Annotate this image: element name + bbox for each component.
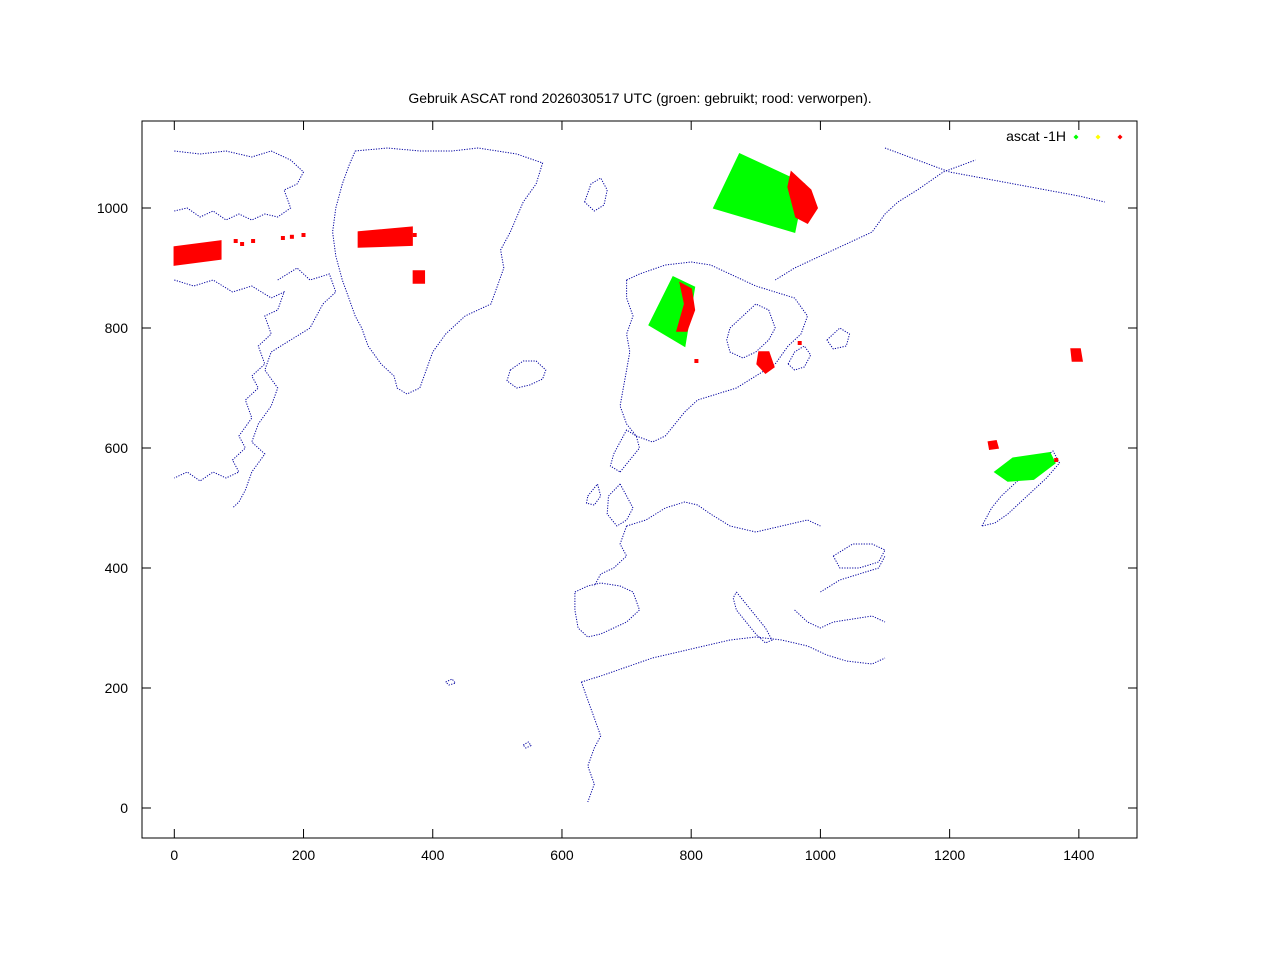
axes: 0 200 400 600 800 1000 1200 1400 0 200 400 600 800 10… bbox=[97, 120, 1138, 863]
y-tick-label-0: 0 bbox=[120, 800, 128, 816]
coastline-13 bbox=[626, 501, 821, 533]
coastline-10 bbox=[609, 429, 641, 473]
data-region-rejected-7 bbox=[987, 439, 1000, 451]
x-tick-label-800: 800 bbox=[680, 847, 704, 863]
coastline-7 bbox=[726, 303, 776, 359]
legend: ascat -1H bbox=[1006, 128, 1123, 144]
coastline-5 bbox=[584, 177, 608, 212]
legend-marker-green bbox=[1073, 134, 1079, 140]
coastline-18 bbox=[732, 591, 773, 644]
coastline-16 bbox=[581, 636, 886, 683]
legend-marker-yellow bbox=[1095, 134, 1101, 140]
coastline-21 bbox=[832, 543, 886, 569]
data-region-rejected-4 bbox=[676, 281, 696, 332]
data-point-rejected-4 bbox=[289, 234, 294, 239]
data-point-rejected-3 bbox=[280, 236, 285, 240]
legend-marker-red bbox=[1117, 134, 1123, 140]
y-tick-label-200: 200 bbox=[105, 680, 129, 696]
coastline-1 bbox=[174, 279, 285, 482]
x-tick-label-400: 400 bbox=[421, 847, 445, 863]
y-tick-label-400: 400 bbox=[105, 560, 129, 576]
data-region-rejected-5 bbox=[756, 351, 775, 374]
coastline-layer bbox=[174, 147, 1105, 803]
data-region-rejected-2 bbox=[412, 270, 426, 284]
coastline-3 bbox=[332, 147, 544, 395]
x-tick-label-1200: 1200 bbox=[934, 847, 965, 863]
coastline-2 bbox=[232, 267, 337, 509]
chart-title: Gebruik ASCAT rond 2026030517 UTC (groen… bbox=[408, 90, 871, 106]
x-tick-label-1400: 1400 bbox=[1063, 847, 1094, 863]
data-layer bbox=[173, 153, 1083, 482]
legend-label: ascat -1H bbox=[1006, 128, 1066, 144]
data-region-rejected-6 bbox=[1070, 348, 1083, 362]
y-tick-label-800: 800 bbox=[105, 320, 129, 336]
data-point-rejected-5 bbox=[301, 233, 306, 237]
coastline-11 bbox=[606, 483, 634, 527]
x-tick-label-200: 200 bbox=[292, 847, 316, 863]
x-tick-label-1000: 1000 bbox=[805, 847, 836, 863]
data-region-rejected-0 bbox=[173, 240, 222, 266]
plot-frame bbox=[141, 120, 1138, 839]
data-point-rejected-9 bbox=[1054, 458, 1059, 462]
data-point-rejected-8 bbox=[797, 341, 802, 345]
data-region-used-2 bbox=[993, 451, 1056, 482]
coastline-23 bbox=[787, 345, 812, 371]
x-tick-label-0: 0 bbox=[170, 847, 178, 863]
coastline-22 bbox=[981, 450, 1061, 527]
coastline-25 bbox=[522, 741, 532, 749]
data-point-rejected-1 bbox=[240, 242, 245, 246]
data-region-rejected-1 bbox=[357, 226, 413, 248]
data-point-rejected-0 bbox=[233, 239, 238, 243]
y-tick-label-1000: 1000 bbox=[97, 200, 128, 216]
data-point-rejected-6 bbox=[412, 233, 417, 237]
coastline-20 bbox=[820, 555, 886, 593]
coastline-14 bbox=[593, 525, 628, 587]
coastline-8 bbox=[774, 159, 976, 281]
y-tick-label-600: 600 bbox=[105, 440, 129, 456]
data-region-rejected-3 bbox=[787, 170, 819, 224]
x-tick-label-600: 600 bbox=[550, 847, 574, 863]
data-point-rejected-2 bbox=[251, 239, 256, 243]
coastline-9 bbox=[884, 147, 1105, 203]
data-point-rejected-7 bbox=[694, 359, 699, 363]
coastline-0 bbox=[174, 150, 305, 221]
